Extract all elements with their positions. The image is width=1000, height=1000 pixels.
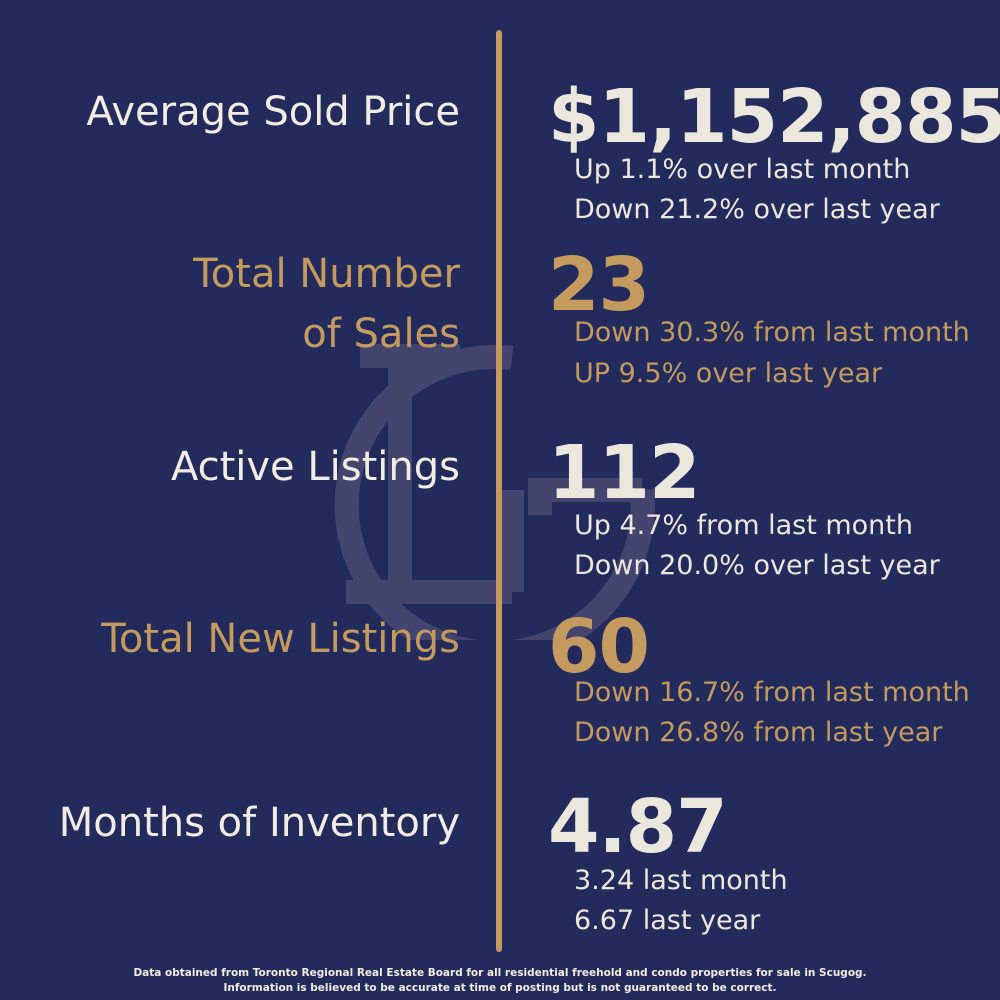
months-of-inventory-label: Months of Inventory <box>58 800 460 846</box>
average-sold-price-label: Average Sold Price <box>86 89 460 135</box>
active-listings-value: 112 <box>548 430 700 516</box>
months-of-inventory-last-month: 3.24 last month <box>574 865 788 896</box>
active-listings-monthly-change: Up 4.7% from last month <box>574 510 913 541</box>
total-sales-label-line1: Total Number <box>193 251 460 297</box>
total-new-listings-label: Total New Listings <box>101 616 460 662</box>
active-listings-yearly-change: Down 20.0% over last year <box>574 550 940 581</box>
total-sales-label-line2: of Sales <box>302 311 460 357</box>
lg-monogram-watermark-icon <box>334 344 655 640</box>
average-sold-price-value: $1,152,885 <box>548 74 1000 160</box>
total-new-listings-value: 60 <box>548 604 650 690</box>
footer-disclaimer-line1: Data obtained from Toronto Regional Real… <box>133 967 867 979</box>
total-sales-yearly-change: UP 9.5% over last year <box>574 358 883 389</box>
footer-disclaimer-line2: Information is believed to be accurate a… <box>223 982 777 994</box>
active-listings-label: Active Listings <box>170 444 460 490</box>
vertical-divider <box>496 30 502 952</box>
total-new-listings-monthly-change: Down 16.7% from last month <box>574 677 970 708</box>
total-new-listings-yearly-change: Down 26.8% from last year <box>574 717 943 748</box>
average-sold-price-monthly-change: Up 1.1% over last month <box>574 154 911 185</box>
months-of-inventory-value: 4.87 <box>548 784 728 870</box>
total-sales-value: 23 <box>548 242 650 328</box>
average-sold-price-yearly-change: Down 21.2% over last year <box>574 194 940 225</box>
months-of-inventory-last-year: 6.67 last year <box>574 905 761 936</box>
total-sales-monthly-change: Down 30.3% from last month <box>574 317 970 348</box>
